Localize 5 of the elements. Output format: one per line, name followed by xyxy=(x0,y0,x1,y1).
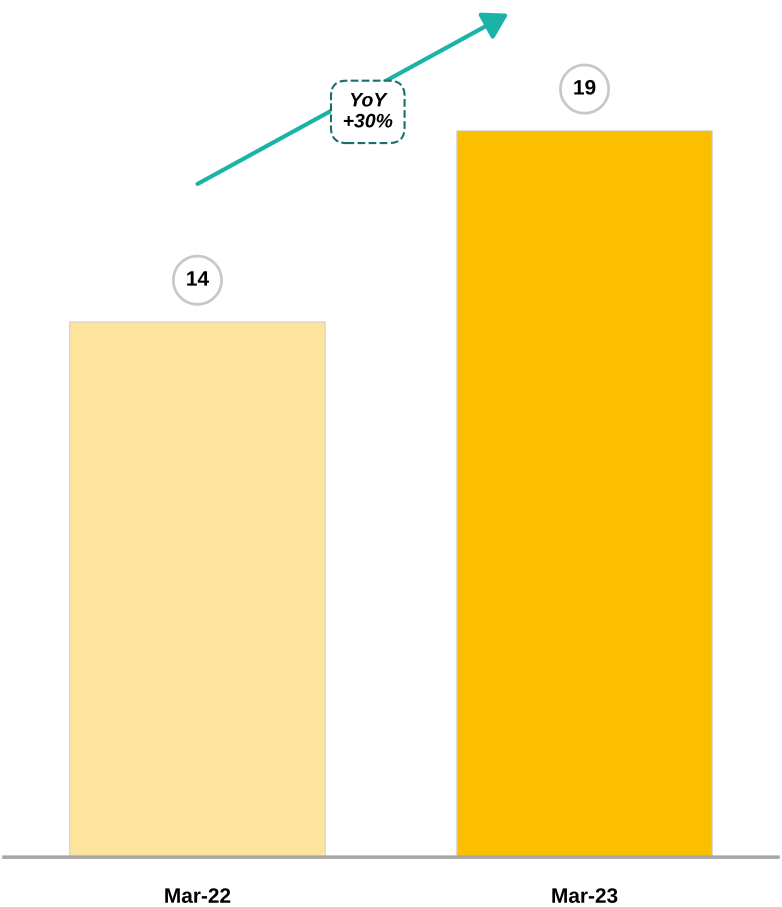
x-tick-label: Mar-22 xyxy=(165,888,230,903)
x-tick-label: Mar-23 xyxy=(552,888,618,904)
data-label: 14 xyxy=(187,271,209,286)
data-label: 19 xyxy=(574,80,596,95)
text: YoY +30% xyxy=(344,93,392,128)
